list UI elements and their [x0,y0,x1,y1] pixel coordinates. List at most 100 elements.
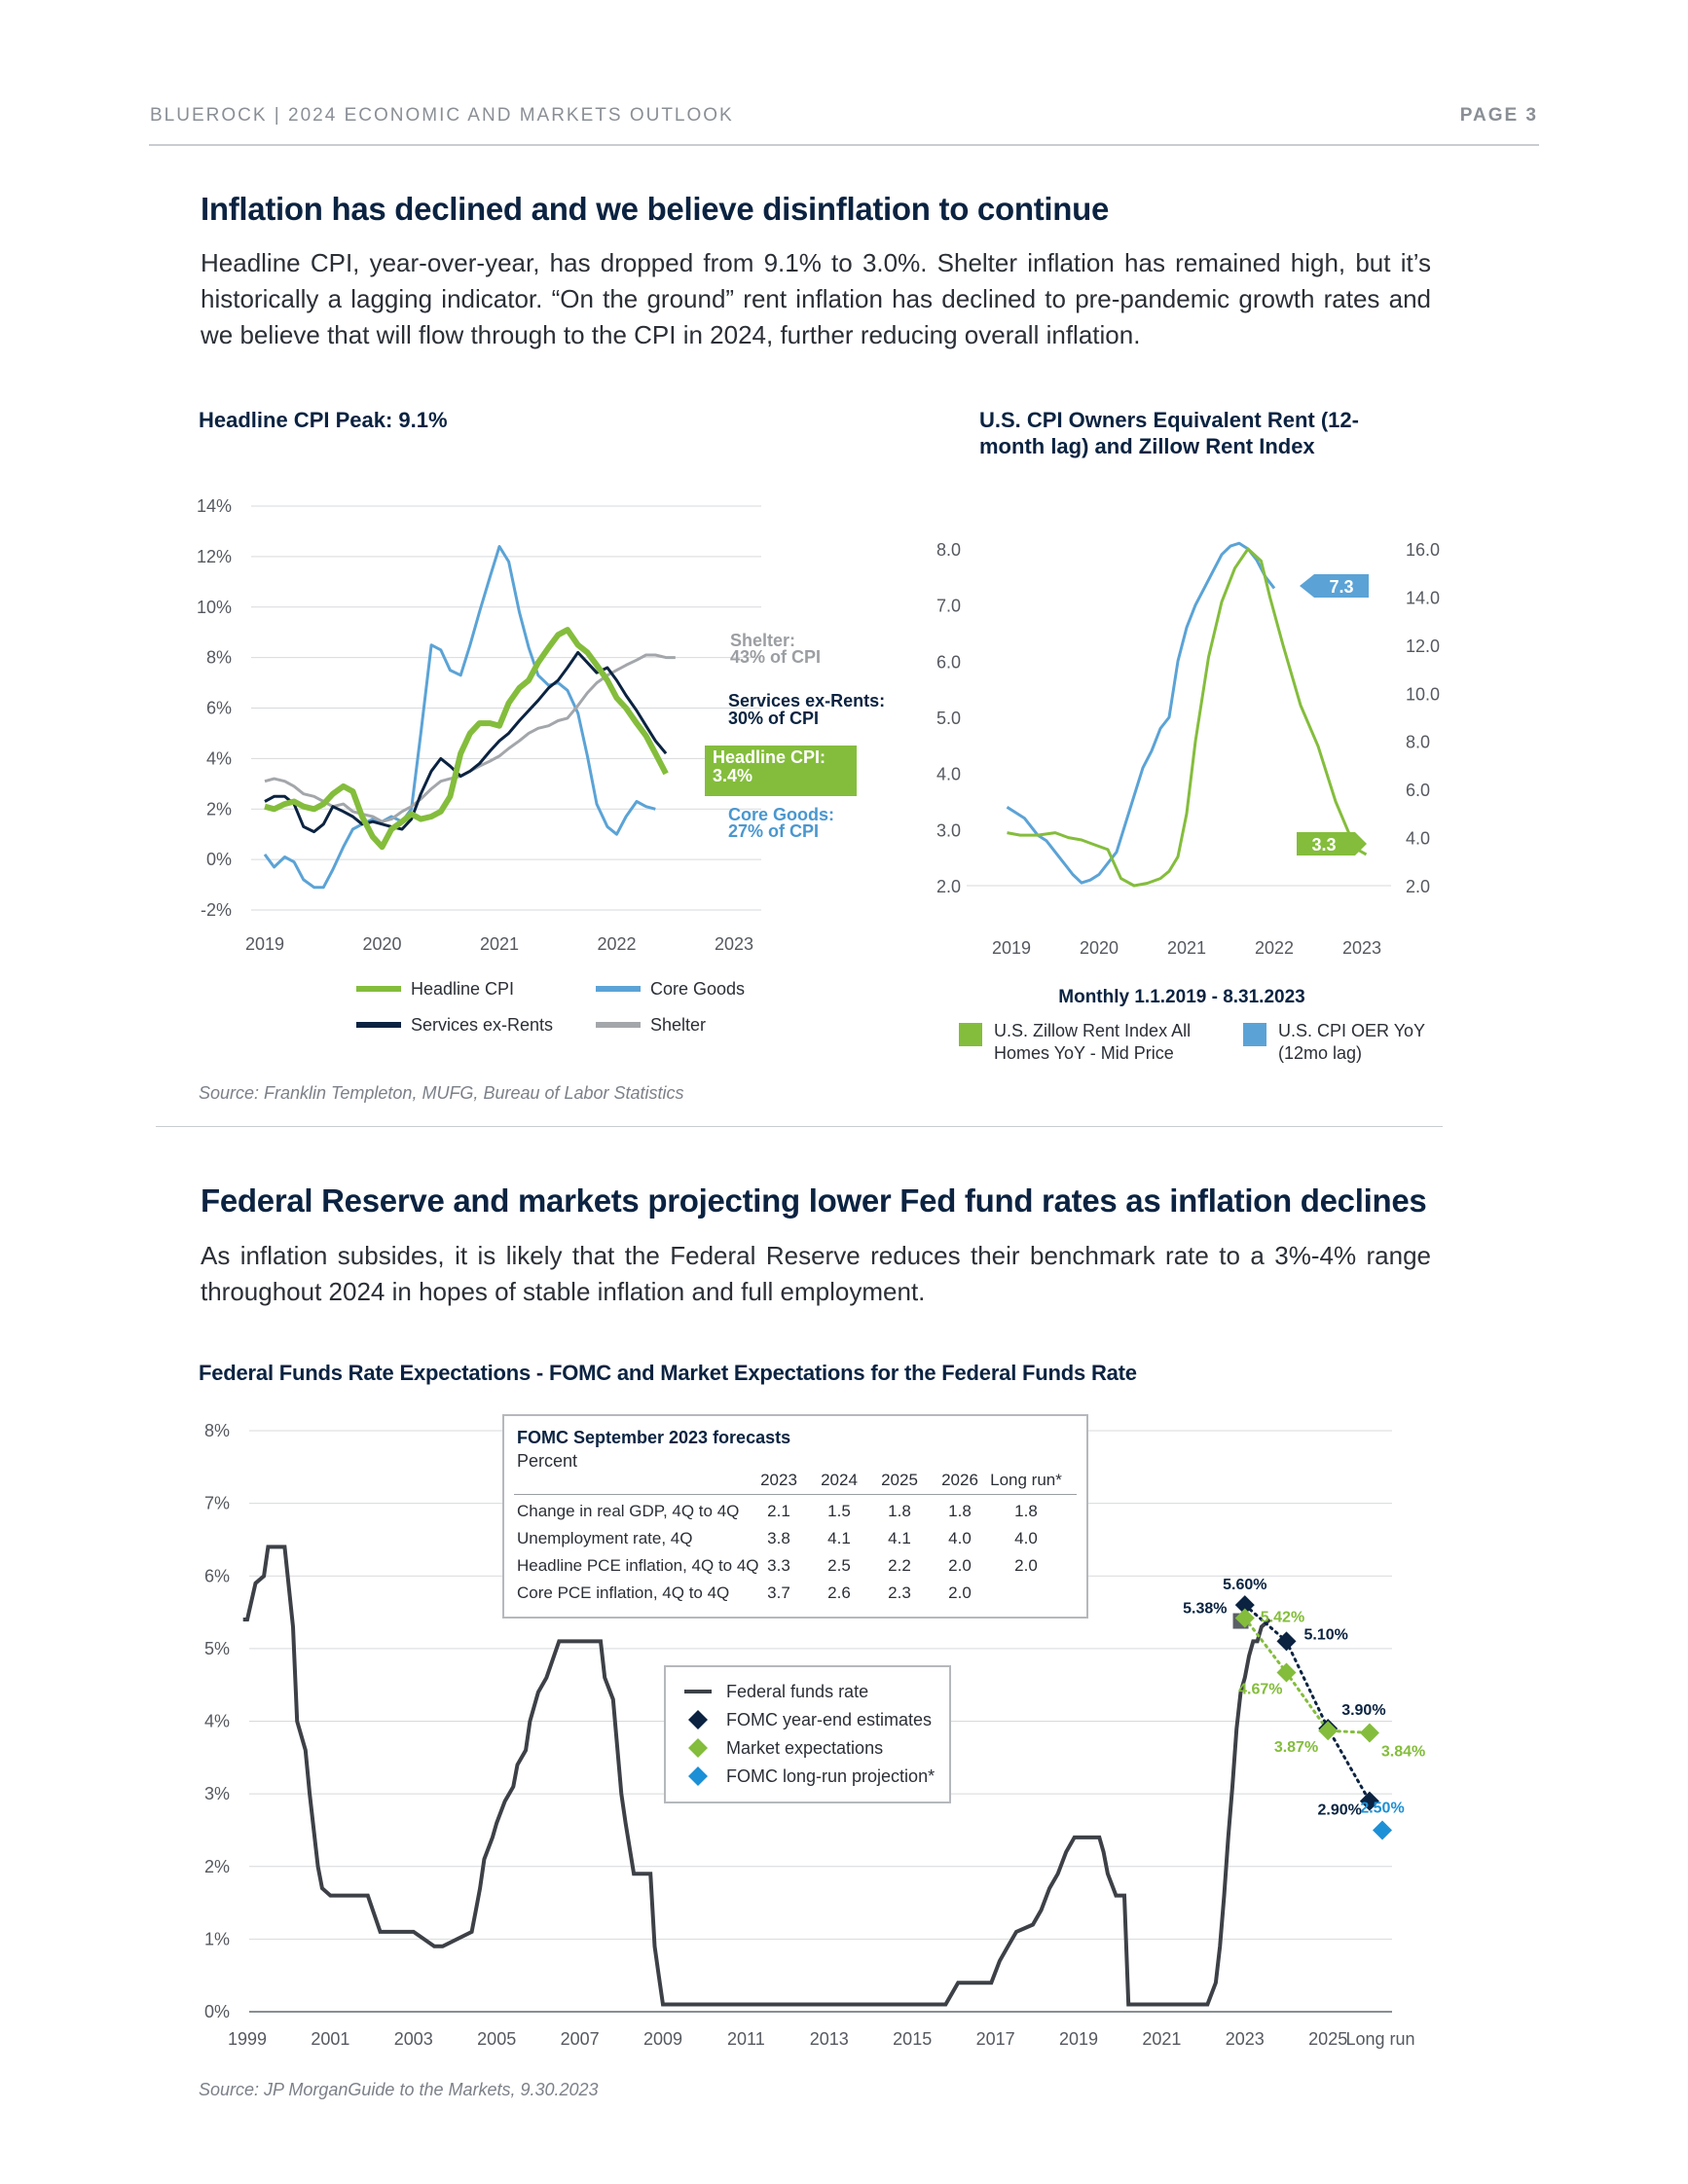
table-row-label: Core PCE inflation, 4Q to 4Q [517,1583,730,1602]
headline-cpi-callout [705,746,857,796]
legend-swatch [688,1738,708,1758]
x-tick-label: 2022 [597,934,636,954]
x-tick-label: 2001 [311,2029,349,2049]
table-cell: 4.1 [888,1529,911,1547]
y-tick-label: 5% [204,1639,230,1658]
section1-title: Inflation has declined and we believe di… [201,191,1110,227]
table-cell: 3.8 [767,1529,790,1547]
legend-label: U.S. CPI OER YoY [1278,1021,1425,1040]
table-cell: 1.8 [888,1502,911,1520]
rent-chart-title: U.S. CPI Owners Equivalent Rent (12-mont… [979,408,1359,458]
market-value-label: 3.84% [1381,1743,1425,1760]
x-tick-label: 2007 [561,2029,600,2049]
series-line-core-goods [263,545,656,890]
market-expectation-point [1359,1723,1379,1743]
fed-funds-rate-line [242,1545,1271,2007]
series-line-right [1007,547,1368,888]
x-tick-label: 2013 [810,2029,849,2049]
legend-label: (12mo lag) [1278,1043,1362,1063]
section1-body: Headline CPI, year-over-year, has droppe… [201,248,1431,349]
legend-label: Homes YoY - Mid Price [994,1043,1174,1063]
legend-label: Headline CPI [411,979,514,999]
fedfunds-chart-title: Federal Funds Rate Expectations - FOMC a… [199,1361,1137,1385]
right-y-tick: 10.0 [1406,684,1440,704]
x-tick-label: 2019 [1059,2029,1098,2049]
legend-label: U.S. Zillow Rent Index All [994,1021,1191,1040]
x-axis-label: Monthly 1.1.2019 - 8.31.2023 [1058,987,1304,1007]
section1-source: Source: Franklin Templeton, MUFG, Bureau… [199,1083,684,1103]
legend-label: Market expectations [726,1738,883,1758]
y-tick-label: 8% [206,648,232,668]
fedfunds-legend-box [664,1665,951,1803]
x-tick-label: 2021 [1142,2029,1181,2049]
annotation-label: Shelter: [730,631,795,650]
x-tick-label: 2009 [643,2029,682,2049]
table-cell: 3.7 [767,1583,790,1602]
right-y-tick: 4.0 [1406,829,1430,849]
table-cell: 2.5 [827,1556,851,1575]
table-cell: 3.3 [767,1556,790,1575]
section2-body: As inflation subsides, it is likely that… [201,1241,1431,1306]
legend-swatch [688,1710,708,1729]
right-y-tick: 6.0 [1406,781,1430,800]
market-projection-line [1243,1617,1372,1734]
section2-title: Federal Reserve and markets projecting l… [201,1183,1427,1219]
left-y-tick: 3.0 [936,820,961,840]
market-expectation-point [1234,1608,1255,1628]
right-y-tick: 14.0 [1406,588,1440,607]
zillow-callout-value: 3.3 [1311,835,1336,855]
fomc-value-label: 3.90% [1341,1702,1385,1719]
annotation-sub: 27% of CPI [728,821,819,841]
legend-label: FOMC long-run projection* [726,1766,935,1786]
y-tick-label: 7% [204,1494,230,1513]
table-cell: 2.6 [827,1583,851,1602]
y-tick-label: 4% [206,748,232,768]
x-tick-label: 2021 [1167,938,1206,958]
legend-label: Services ex-Rents [411,1015,553,1035]
table-cell: 1.8 [948,1502,972,1520]
legend-swatch [1243,1023,1266,1046]
table-title: FOMC September 2023 forecasts [517,1428,791,1447]
annotation-label: Headline CPI: [713,747,826,767]
market-value-label: 3.87% [1274,1739,1318,1756]
right-y-tick: 12.0 [1406,637,1440,656]
page-number: PAGE 3 [1459,105,1538,126]
y-tick-label: 1% [204,1929,230,1948]
table-cell: 2.1 [767,1502,790,1520]
table-column-header: 2026 [941,1471,978,1489]
y-tick-label: 12% [197,547,232,566]
table-cell: 2.0 [1014,1556,1038,1575]
x-tick-label: 2003 [394,2029,433,2049]
legend-label: Core Goods [650,979,745,999]
annotation-sub: 3.4% [713,766,752,785]
table-cell: 1.8 [1014,1502,1038,1520]
market-expectation-point [1318,1721,1339,1741]
x-tick-label: 2019 [992,938,1031,958]
table-column-header: 2024 [821,1471,858,1489]
table-cell: 2.3 [888,1583,911,1602]
cpi-chart: 14% 12% 10% 8% 6% 4% 2% 0% -2% 2019 2020 2021 2022 20… [197,496,885,1035]
long-run-value-label: 2.50% [1360,1800,1404,1816]
annotation-sub: 43% of CPI [730,647,821,667]
zillow-callout [1297,832,1367,855]
y-tick-label: 6% [206,699,232,718]
x-tick-label: 2025 [1308,2029,1347,2049]
market-expectation-point [1276,1662,1297,1683]
x-tick-label: 2017 [976,2029,1015,2049]
fomc-estimate-point [1276,1631,1297,1652]
header-rule [149,144,1539,146]
table-cell: 2.0 [948,1583,972,1602]
fomc-value-label: 5.60% [1223,1577,1266,1593]
legend-label: Federal funds rate [726,1682,868,1701]
x-tick-label: Long run [1345,2029,1414,2049]
x-tick-label: 2022 [1255,938,1294,958]
y-tick-label: 10% [197,598,232,617]
left-y-tick: 5.0 [936,709,961,728]
legend-label: Shelter [650,1015,706,1035]
left-y-tick: 8.0 [936,540,961,560]
market-value-label: 5.42% [1261,1610,1304,1626]
table-column-header: 2023 [760,1471,797,1489]
x-tick-label: 2023 [715,934,753,954]
x-tick-label: 2020 [1080,938,1119,958]
table-cell: 4.1 [827,1529,851,1547]
